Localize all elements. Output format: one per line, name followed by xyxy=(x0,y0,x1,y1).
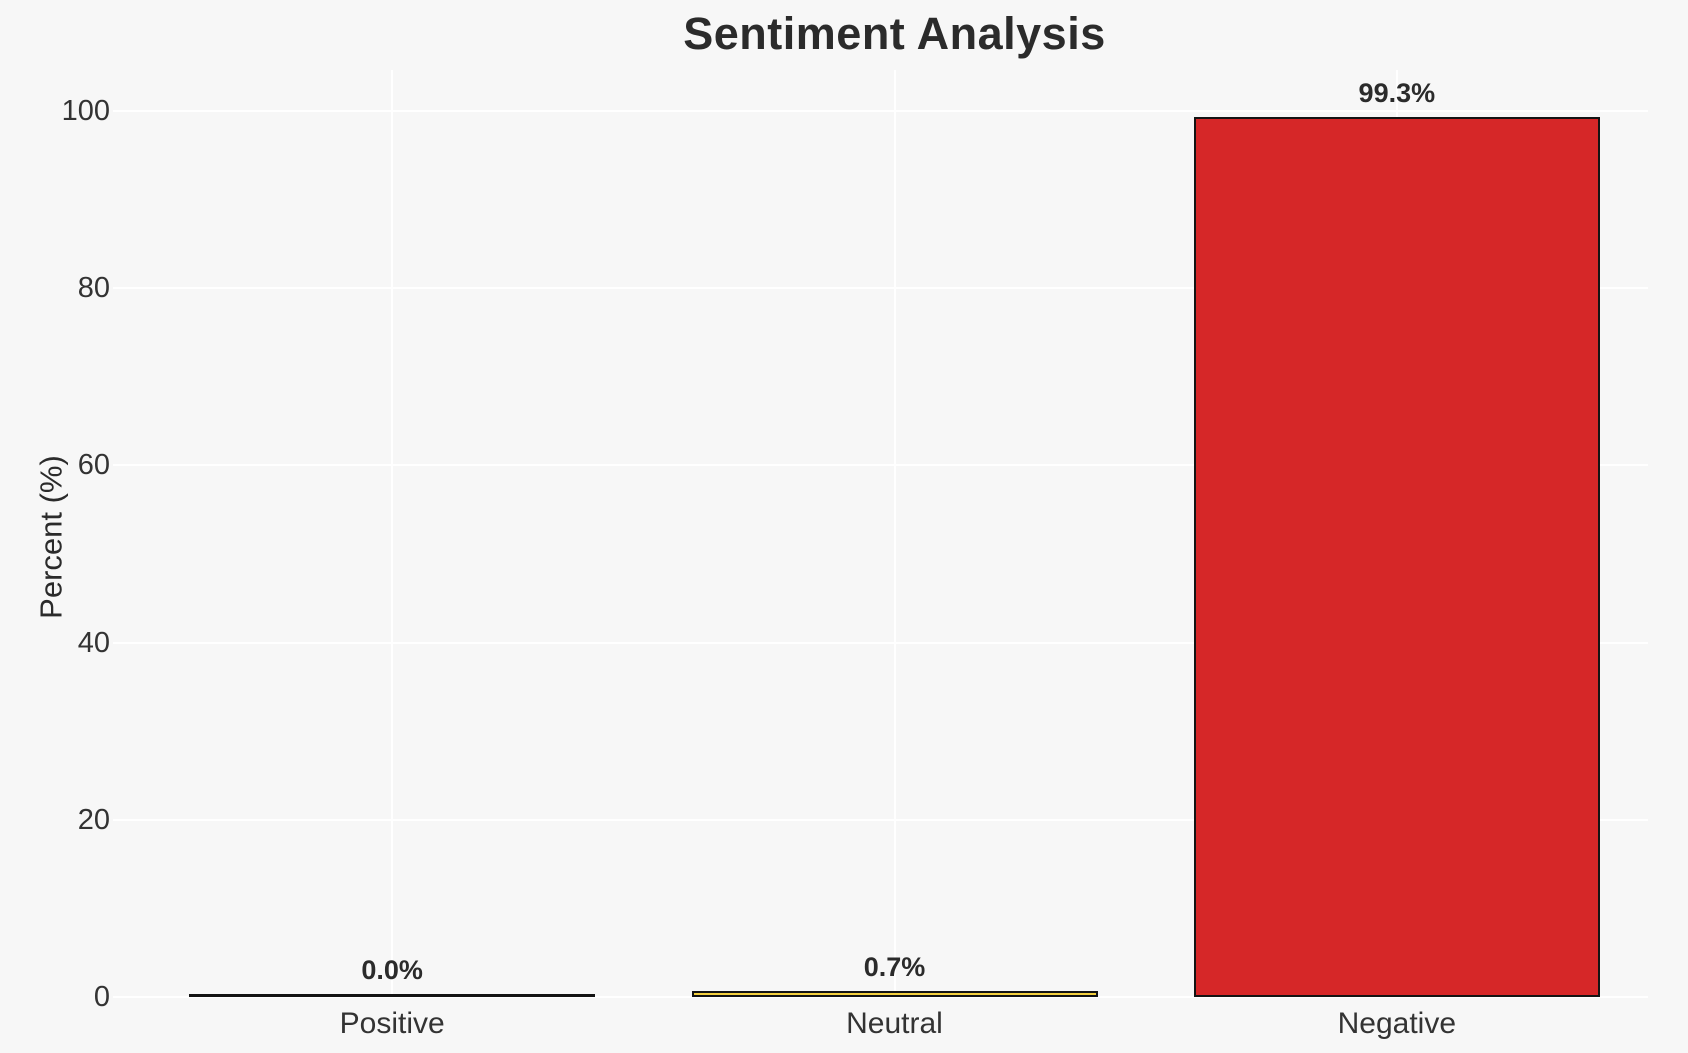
y-axis-label: Percent (%) xyxy=(33,455,69,619)
v-gridline-positive xyxy=(391,70,394,997)
y-tick-label-100: 100 xyxy=(61,94,110,127)
y-tick-mark-20 xyxy=(113,818,141,821)
y-tick-mark-40 xyxy=(113,641,141,644)
bar-neutral xyxy=(691,991,1098,997)
y-tick-mark-100 xyxy=(113,109,141,112)
y-tick-label-60: 60 xyxy=(77,449,110,482)
y-tick-label-80: 80 xyxy=(77,272,110,304)
y-tick-mark-80 xyxy=(113,287,141,289)
chart-title: Sentiment Analysis xyxy=(683,8,1106,59)
x-tick-label-neutral: Neutral xyxy=(846,1007,943,1040)
x-tick-label-positive: Positive xyxy=(339,1007,445,1040)
y-tick-label-0: 0 xyxy=(93,981,110,1013)
bar-positive xyxy=(189,994,596,997)
bar-value-label-negative: 99.3% xyxy=(1358,78,1436,108)
v-gridline-neutral xyxy=(893,70,896,997)
y-tick-label-40: 40 xyxy=(77,626,110,659)
y-tick-mark-0 xyxy=(113,996,141,998)
bar-value-label-neutral: 0.7% xyxy=(863,952,926,982)
y-tick-mark-60 xyxy=(113,464,141,467)
x-tick-label-negative: Negative xyxy=(1337,1007,1457,1040)
plot-area: 0.0% 0.7% 99.3% xyxy=(141,70,1648,998)
y-tick-label-20: 20 xyxy=(77,803,110,836)
bar-negative xyxy=(1193,117,1600,997)
x-axis-spine xyxy=(141,996,1648,998)
bar-value-label-positive: 0.0% xyxy=(361,955,423,985)
